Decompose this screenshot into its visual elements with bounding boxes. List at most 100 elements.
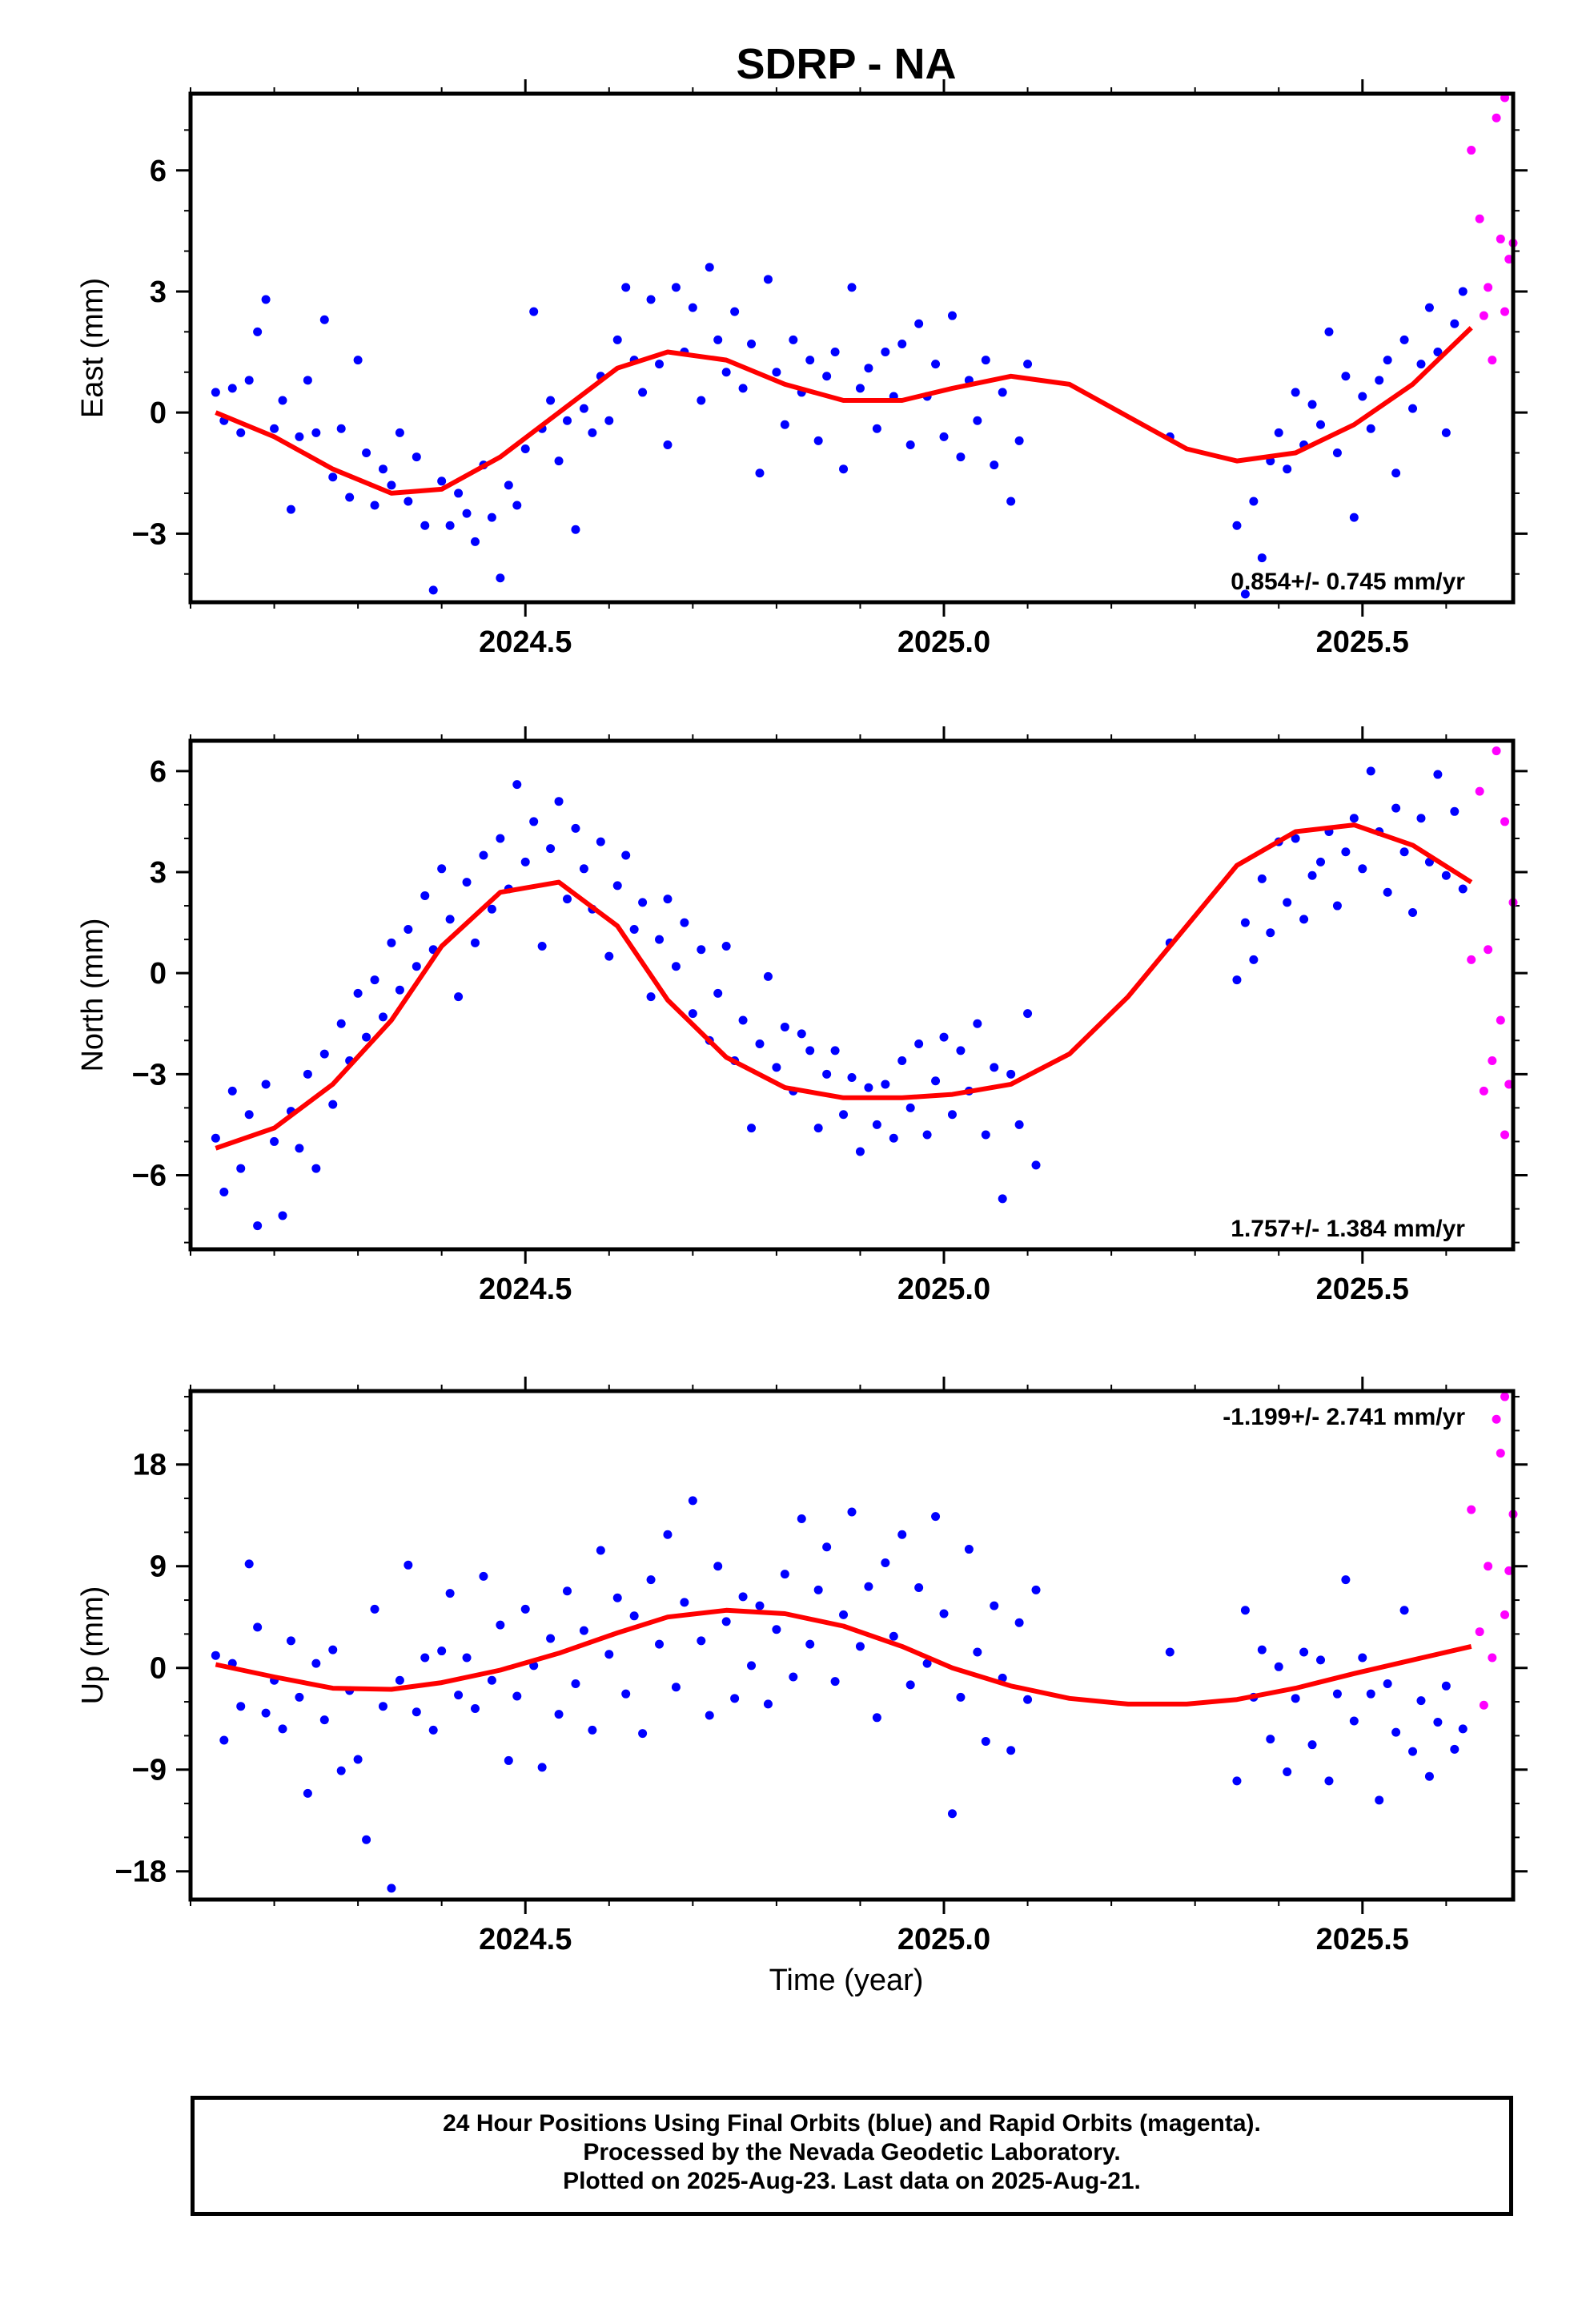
final-orbit-point: [705, 1711, 714, 1720]
y-axis-label: Up (mm): [76, 1586, 110, 1705]
final-orbit-point: [1383, 356, 1392, 365]
final-orbit-point: [412, 962, 421, 971]
final-orbit-point: [1232, 975, 1242, 985]
final-orbit-point: [889, 1133, 898, 1143]
final-orbit-point: [822, 1069, 832, 1079]
final-orbit-point: [1341, 1575, 1351, 1585]
final-orbit-point: [947, 1809, 957, 1819]
final-orbit-point: [404, 924, 413, 934]
final-orbit-point: [914, 1039, 924, 1048]
final-orbit-point: [1399, 335, 1409, 344]
final-orbit-point: [1332, 901, 1342, 911]
final-orbit-point: [763, 275, 773, 284]
final-orbit-point: [922, 1130, 932, 1140]
final-orbit-point: [939, 432, 949, 441]
final-orbit-point: [721, 368, 731, 377]
final-orbit-point: [998, 388, 1007, 397]
final-orbit-point: [847, 283, 857, 292]
final-orbit-point: [520, 1604, 530, 1614]
final-orbit-point: [454, 992, 464, 1002]
final-orbit-point: [688, 1009, 697, 1019]
final-orbit-point: [813, 1124, 823, 1133]
final-orbit-point: [1399, 1606, 1409, 1615]
final-orbit-point: [1441, 428, 1451, 437]
final-orbit-point: [1274, 1662, 1283, 1671]
final-orbit-point: [981, 356, 990, 365]
final-orbit-point: [211, 1133, 220, 1143]
final-orbit-point: [1408, 1747, 1418, 1756]
model-fit-line: [215, 822, 1473, 1151]
final-orbit-point: [227, 1086, 237, 1096]
final-orbit-point: [889, 1631, 898, 1641]
y-tick-label: 3: [150, 275, 167, 309]
y-tick-label: −9: [132, 1754, 167, 1787]
final-orbit-point: [1349, 814, 1359, 823]
final-orbit-point: [253, 1622, 263, 1632]
final-orbit-point: [261, 1080, 271, 1089]
final-orbit-point: [336, 1019, 346, 1028]
footer-line-2: Processed by the Nevada Geodetic Laborat…: [583, 2139, 1121, 2165]
final-orbit-point: [797, 1029, 806, 1039]
final-orbit-point: [395, 985, 404, 995]
final-orbit-point: [612, 1593, 622, 1602]
final-orbit-point: [1450, 1744, 1460, 1754]
final-orbit-point: [897, 1056, 907, 1066]
rapid-orbit-point: [1484, 283, 1493, 292]
final-orbit-point: [404, 497, 413, 506]
final-orbit-point: [546, 844, 556, 854]
rapid-orbit-point: [1475, 1627, 1484, 1637]
final-orbit-point: [1291, 1694, 1300, 1703]
final-orbit-point: [319, 1715, 329, 1725]
panel-up: 2024.5 2025.0 2025.5 −18 −9 0 9 18 Up (mm) -1.199…: [76, 1377, 1528, 1956]
final-orbit-point: [1014, 1618, 1024, 1627]
final-orbit-point: [353, 356, 363, 365]
final-orbit-point: [780, 420, 789, 429]
final-orbit-point: [1006, 1069, 1016, 1079]
final-orbit-point: [412, 452, 421, 462]
rapid-orbit-point: [1496, 234, 1505, 243]
final-orbit-point: [236, 1702, 246, 1711]
final-orbit-point: [328, 472, 338, 482]
rapid-orbit-point: [1500, 1130, 1510, 1140]
rapid-orbit-point: [1500, 307, 1510, 316]
final-orbit-point: [579, 1626, 588, 1635]
y-tick-label: 0: [150, 957, 167, 991]
final-orbit-point: [1232, 1776, 1242, 1786]
final-orbit-point: [512, 1691, 522, 1701]
final-orbit-point: [362, 1835, 371, 1844]
final-orbit-point: [1458, 1724, 1468, 1734]
final-orbit-point: [420, 521, 430, 530]
rapid-orbit-point: [1479, 1700, 1488, 1710]
rapid-orbit-point: [1467, 955, 1476, 964]
rapid-orbit-point: [1500, 817, 1510, 826]
rapid-orbit-point: [1492, 1414, 1501, 1424]
final-orbit-point: [571, 823, 580, 833]
final-orbit-point: [697, 1636, 706, 1646]
final-orbit-point: [303, 1788, 312, 1798]
final-orbit-point: [947, 1110, 957, 1120]
final-orbit-point: [755, 468, 765, 478]
final-orbit-point: [496, 1620, 505, 1630]
final-orbit-point: [470, 1704, 480, 1714]
final-orbit-point: [420, 1653, 430, 1663]
final-orbit-point: [730, 307, 740, 316]
final-orbit-point: [1299, 1647, 1309, 1657]
panel-north: 2024.5 2025.0 2025.5 −6 −3 0 3 6 North (mm) 1.757…: [76, 726, 1528, 1306]
final-orbit-point: [512, 780, 522, 790]
final-orbit-point: [520, 857, 530, 866]
final-orbit-point: [697, 945, 706, 955]
final-orbit-point: [1349, 1716, 1359, 1726]
final-orbit-point: [563, 895, 572, 904]
final-orbit-point: [496, 573, 505, 583]
final-orbit-point: [671, 962, 681, 971]
final-orbit-point: [1023, 1009, 1033, 1019]
final-orbit-point: [270, 424, 279, 433]
final-orbit-point: [1240, 589, 1250, 599]
final-orbit-point: [931, 1076, 941, 1086]
final-orbit-point: [428, 585, 438, 595]
final-orbit-point: [789, 1672, 798, 1682]
final-orbit-point: [629, 1611, 639, 1621]
final-orbit-point: [219, 1735, 229, 1745]
final-orbit-point: [487, 513, 496, 522]
rapid-orbit-point: [1492, 113, 1501, 123]
